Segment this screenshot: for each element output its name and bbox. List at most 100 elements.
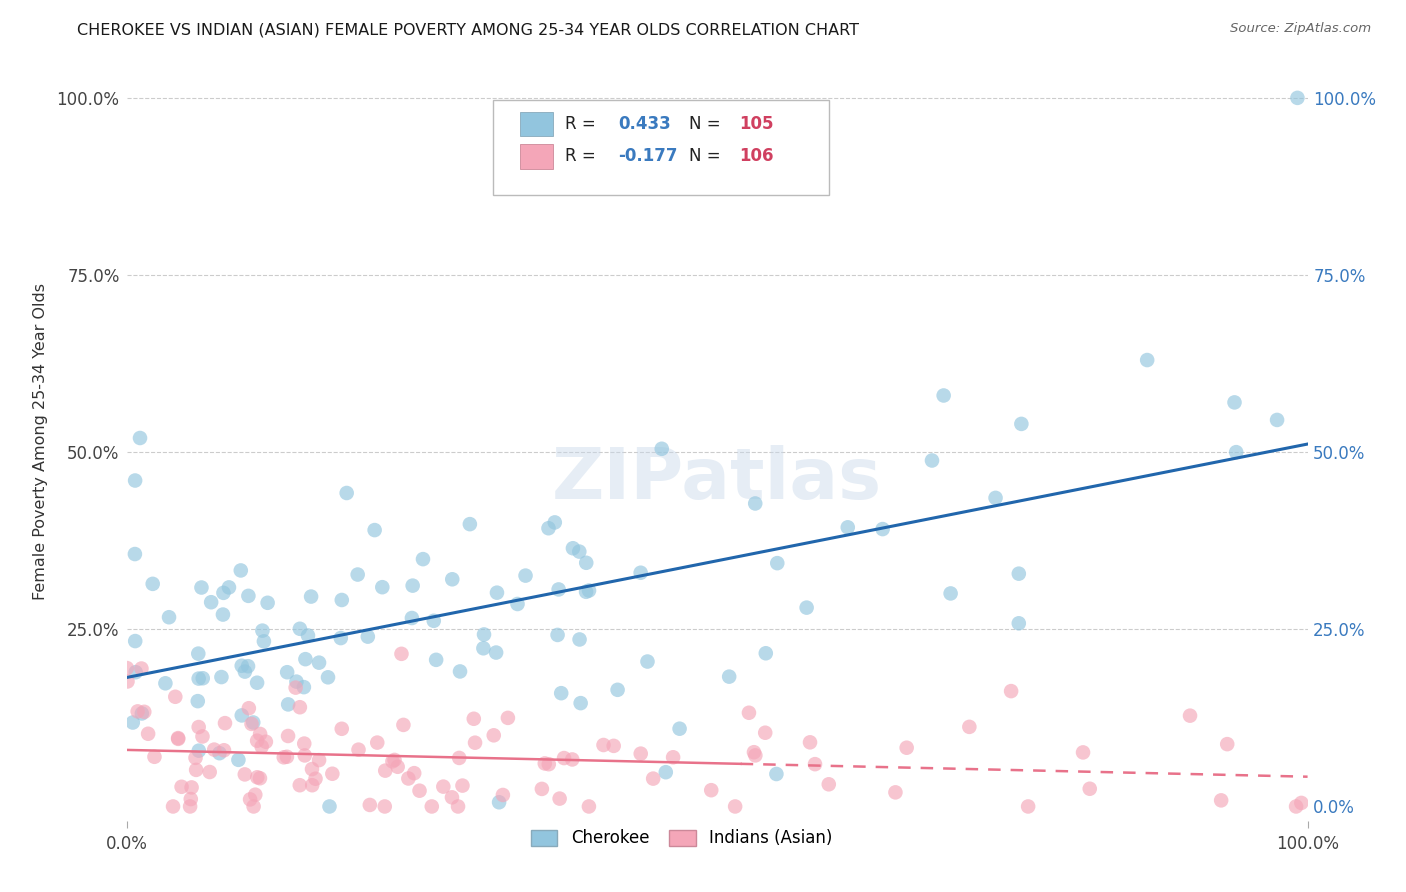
Point xyxy=(569,696,592,710)
Point xyxy=(184,763,207,777)
Point xyxy=(817,777,839,791)
Point xyxy=(233,665,256,679)
Point xyxy=(485,646,508,660)
Point xyxy=(602,739,624,753)
Point xyxy=(131,661,153,675)
Point xyxy=(496,711,519,725)
Point xyxy=(515,568,537,582)
Point xyxy=(285,674,308,689)
Point xyxy=(738,706,761,720)
Point xyxy=(440,790,463,805)
Point xyxy=(464,736,486,750)
Point xyxy=(294,652,316,666)
Point xyxy=(423,614,446,628)
Point xyxy=(606,682,628,697)
Text: 106: 106 xyxy=(740,147,773,165)
Point xyxy=(1223,395,1246,409)
Point xyxy=(655,765,678,780)
Point xyxy=(231,708,253,723)
Point xyxy=(308,656,330,670)
Point xyxy=(404,766,426,780)
Point xyxy=(346,567,368,582)
Point xyxy=(294,748,316,763)
Point xyxy=(288,622,311,636)
Point xyxy=(187,720,209,734)
Point xyxy=(449,751,471,765)
Point xyxy=(330,593,353,607)
Point xyxy=(250,739,273,754)
Point xyxy=(561,752,583,766)
Point xyxy=(299,590,322,604)
Point xyxy=(755,646,778,660)
Point xyxy=(420,799,443,814)
Point xyxy=(233,767,256,781)
Point xyxy=(304,772,326,786)
Point xyxy=(1285,799,1308,814)
Point xyxy=(202,742,225,756)
Point xyxy=(744,748,766,763)
Point xyxy=(288,700,311,714)
Point xyxy=(242,799,264,814)
Point xyxy=(575,556,598,570)
Point xyxy=(277,698,299,712)
Point xyxy=(308,753,330,767)
Point xyxy=(184,751,207,765)
Point xyxy=(718,670,741,684)
Point xyxy=(568,544,591,558)
Point xyxy=(143,749,166,764)
Point xyxy=(472,627,495,641)
Point xyxy=(766,556,789,570)
Point xyxy=(316,670,339,684)
Legend: Cherokee, Indians (Asian): Cherokee, Indians (Asian) xyxy=(524,822,839,854)
Point xyxy=(329,631,352,645)
Point xyxy=(401,579,423,593)
Text: R =: R = xyxy=(565,147,600,165)
Text: N =: N = xyxy=(689,115,725,133)
Point xyxy=(492,788,515,802)
Point xyxy=(637,655,659,669)
Point xyxy=(537,521,560,535)
Point xyxy=(744,496,766,510)
Point xyxy=(167,731,190,745)
Point xyxy=(547,628,569,642)
Point xyxy=(451,779,474,793)
Point xyxy=(134,705,156,719)
Point xyxy=(124,634,146,648)
Point xyxy=(1010,417,1032,431)
Point xyxy=(742,745,765,759)
Point xyxy=(1286,91,1309,105)
Point xyxy=(124,474,146,488)
Point xyxy=(252,624,274,638)
Point xyxy=(630,566,652,580)
Point xyxy=(449,665,471,679)
Text: N =: N = xyxy=(689,147,725,165)
Point xyxy=(301,778,323,792)
Point xyxy=(187,672,209,686)
Point xyxy=(256,596,278,610)
Text: 105: 105 xyxy=(740,115,773,133)
Point xyxy=(700,783,723,797)
Point xyxy=(506,597,529,611)
Point xyxy=(939,586,962,600)
Point xyxy=(568,632,591,647)
Point xyxy=(162,799,184,814)
Point xyxy=(253,634,276,648)
Point xyxy=(208,746,231,760)
Point xyxy=(1178,708,1201,723)
Point xyxy=(347,742,370,756)
Point xyxy=(214,716,236,731)
Text: ZIPatlas: ZIPatlas xyxy=(553,445,882,514)
Point xyxy=(129,431,152,445)
Point xyxy=(165,690,187,704)
Point xyxy=(209,670,232,684)
Point xyxy=(297,628,319,642)
Point xyxy=(212,586,235,600)
Point xyxy=(212,743,235,757)
Point xyxy=(249,771,271,785)
Text: 0.433: 0.433 xyxy=(617,115,671,133)
Point xyxy=(321,766,343,780)
Point xyxy=(544,516,567,530)
Point xyxy=(284,681,307,695)
Point xyxy=(229,564,252,578)
Point xyxy=(117,674,139,689)
